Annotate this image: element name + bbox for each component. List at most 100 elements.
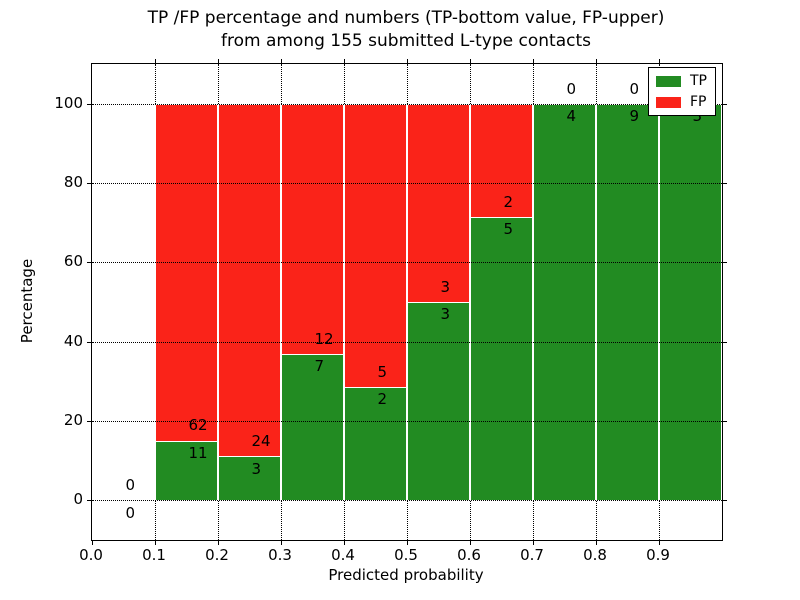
h-gridline (92, 183, 722, 184)
x-tick-label: 0.4 (331, 546, 355, 564)
x-tick-mark-top (155, 59, 156, 63)
h-gridline (92, 500, 722, 502)
x-tick-mark (533, 541, 534, 545)
x-tick-label: 0.8 (583, 546, 607, 564)
tp-bar-segment (218, 456, 281, 501)
tp-bar-segment (344, 387, 407, 501)
y-tick-label: 100 (54, 93, 83, 112)
x-tick-label: 0.9 (646, 546, 670, 564)
tp-swatch (656, 75, 681, 87)
tp-count-label: 11 (188, 443, 208, 462)
h-gridline (92, 262, 722, 264)
fp-swatch (656, 96, 681, 108)
fp-count-label: 0 (629, 79, 640, 98)
fp-count-label: 3 (440, 277, 451, 296)
tp-bar-segment (659, 103, 722, 501)
x-tick-mark-top (281, 59, 282, 63)
tp-count-label: 5 (503, 220, 514, 239)
x-tick-label: 0.7 (520, 546, 544, 564)
x-tick-mark (407, 541, 408, 545)
tp-count-label: 4 (566, 106, 577, 125)
y-tick-mark-right (723, 341, 727, 343)
x-tick-mark-top (407, 59, 408, 63)
x-tick-mark (596, 541, 597, 545)
h-gridline (92, 103, 722, 105)
fp-count-label: 2 (503, 192, 514, 211)
x-tick-mark (470, 541, 471, 545)
legend-item-fp: FP (656, 94, 707, 110)
x-tick-label: 0.0 (79, 546, 103, 564)
chart-title-line1: TP /FP percentage and numbers (TP-bottom… (147, 8, 665, 28)
x-tick-mark (155, 541, 156, 545)
fp-count-label: 62 (188, 416, 208, 435)
x-tick-label: 0.2 (205, 546, 229, 564)
y-tick-mark-right (723, 500, 727, 502)
x-tick-mark (281, 541, 282, 545)
tp-bar-segment (533, 103, 596, 501)
h-gridline (92, 421, 722, 422)
x-tick-label: 0.5 (394, 546, 418, 564)
tp-bar-segment (281, 354, 344, 501)
y-tick-mark-right (723, 183, 727, 184)
x-tick-mark-top (218, 59, 219, 63)
x-tick-mark-top (659, 59, 660, 63)
y-tick-label: 0 (73, 490, 83, 509)
y-tick-mark (87, 341, 91, 343)
x-tick-mark-top (470, 59, 471, 63)
tp-bar-segment (470, 217, 533, 501)
fp-count-label: 0 (125, 476, 136, 495)
tp-bar-segment (155, 440, 218, 501)
y-tick-mark-right (723, 262, 727, 264)
y-tick-mark (87, 500, 91, 502)
x-tick-mark-top (596, 59, 597, 63)
tp-count-label: 3 (440, 305, 451, 324)
fp-count-label: 12 (314, 330, 334, 349)
tp-count-label: 0 (125, 503, 136, 522)
fp-count-label: 24 (251, 432, 271, 451)
y-tick-label: 80 (63, 173, 83, 191)
x-tick-mark (218, 541, 219, 545)
legend-item-tp: TP (656, 73, 707, 89)
y-tick-mark (87, 103, 91, 105)
x-tick-mark-top (344, 59, 345, 63)
fp-bar-segment (218, 103, 281, 457)
tp-count-label: 2 (377, 390, 388, 409)
x-tick-mark (659, 541, 660, 545)
tp-bar-segment (596, 103, 659, 501)
chart-title-line2: from among 155 submitted L-type contacts (220, 31, 591, 51)
y-tick-label: 60 (63, 252, 83, 271)
fp-bar-segment (281, 103, 344, 355)
h-gridline (92, 341, 722, 343)
x-tick-mark (344, 541, 345, 545)
tp-count-label: 7 (314, 357, 325, 376)
fp-bar-segment (344, 103, 407, 387)
x-tick-mark-top (533, 59, 534, 63)
y-axis-label: Percentage (18, 258, 36, 344)
x-tick-label: 0.1 (142, 546, 166, 564)
tp-count-label: 3 (251, 459, 262, 478)
tp-bar-segment (407, 302, 470, 501)
legend-label-fp: FP (690, 94, 707, 110)
y-tick-mark (87, 262, 91, 264)
legend: TP FP (648, 67, 716, 116)
chart-title: TP /FP percentage and numbers (TP-bottom… (91, 7, 721, 53)
tp-count-label: 9 (629, 106, 640, 125)
fp-count-label: 5 (377, 362, 388, 381)
fp-bar-segment (407, 103, 470, 302)
y-tick-mark-right (723, 421, 727, 422)
y-tick-label: 20 (63, 411, 83, 429)
fp-bar-segment (470, 103, 533, 217)
fp-count-label: 0 (566, 79, 577, 98)
plot-area: TP FP 006211243127523325040903 (87, 59, 727, 545)
legend-label-tp: TP (690, 73, 707, 89)
y-tick-mark-right (723, 103, 727, 105)
x-tick-label: 0.3 (268, 546, 292, 564)
x-tick-label: 0.6 (457, 546, 481, 564)
x-tick-mark (92, 541, 93, 545)
y-tick-mark (87, 183, 91, 184)
y-tick-label: 40 (63, 331, 83, 350)
fp-bar-segment (155, 103, 218, 441)
y-tick-mark (87, 421, 91, 422)
x-axis-label: Predicted probability (328, 566, 484, 584)
